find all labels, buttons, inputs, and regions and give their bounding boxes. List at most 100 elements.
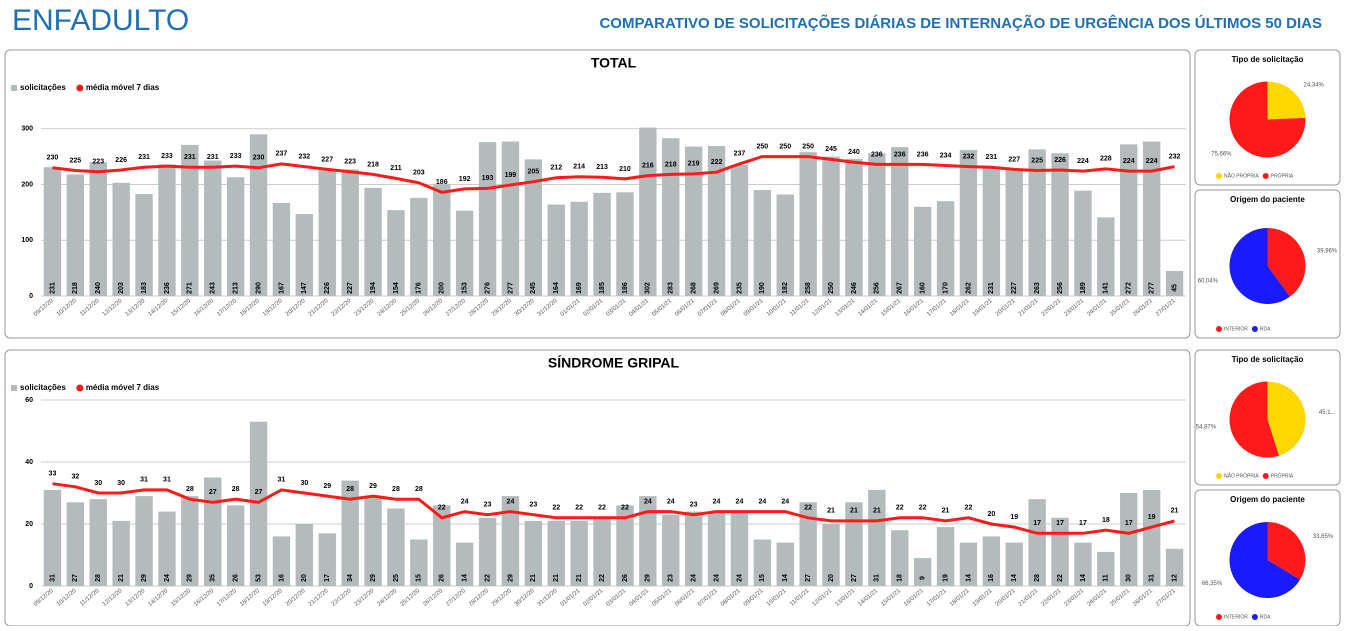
bar-value-label: 236 [164, 282, 171, 294]
line-value-label: 31 [163, 477, 171, 484]
bar [295, 214, 314, 296]
legend-swatch [1262, 173, 1269, 179]
bar-value-label: 160 [919, 282, 926, 294]
bar-value-label: 268 [690, 282, 697, 294]
line-value-label: 22 [919, 505, 927, 512]
line-value-label: 234 [940, 152, 952, 159]
line-value-label: 17 [1125, 520, 1133, 527]
bar [593, 192, 611, 296]
bar [89, 499, 107, 586]
bar [639, 127, 657, 296]
pie-value-label: 66,35% [1202, 581, 1223, 587]
bar [387, 210, 405, 296]
pie-title: Origem do paciente [1230, 495, 1305, 504]
line-value-label: 236 [917, 151, 929, 158]
line-value-label: 232 [963, 153, 975, 160]
line-value-label: 17 [1079, 520, 1087, 527]
line-value-label: 29 [369, 483, 377, 490]
legend-swatch [11, 385, 17, 391]
bar-value-label: 189 [1080, 282, 1087, 294]
line-value-label: 22 [552, 505, 560, 512]
legend-swatch [1216, 326, 1222, 332]
bar [776, 542, 794, 586]
bar-value-label: 26 [232, 574, 239, 582]
bar [135, 496, 153, 586]
bar [66, 502, 85, 586]
bar-value-label: 235 [736, 282, 743, 294]
bar-value-label: 186 [622, 282, 629, 294]
bar-value-label: 53 [255, 574, 262, 582]
line-value-label: 21 [873, 508, 881, 515]
line-value-label: 226 [1054, 157, 1066, 164]
line-value-label: 28 [392, 486, 400, 493]
bar-value-label: 231 [49, 282, 56, 294]
bar-value-label: 190 [759, 282, 766, 294]
bar-value-label: 302 [645, 282, 652, 294]
legend-label: PRÓPRIA [1271, 172, 1294, 179]
legend-swatch [1251, 614, 1258, 620]
bar [112, 520, 130, 586]
line-value-label: 21 [942, 508, 950, 515]
bar [570, 520, 588, 586]
line-value-label: 28 [232, 486, 240, 493]
bar [66, 174, 85, 296]
pie-slice [1267, 522, 1306, 580]
line-value-label: 236 [871, 151, 883, 158]
legend-swatch [76, 84, 84, 92]
pie-value-label: 33,65% [1313, 534, 1334, 540]
bar-value-label: 267 [897, 282, 904, 294]
bar-value-label: 185 [599, 282, 606, 294]
legend-swatch [1216, 473, 1222, 479]
bar-value-label: 11 [1103, 574, 1110, 582]
line-value-label: 227 [1008, 156, 1020, 163]
line-value-label: 24 [781, 498, 789, 505]
bar [524, 159, 543, 296]
bar-value-label: 15 [759, 574, 766, 582]
bar [891, 147, 909, 296]
bar [753, 190, 772, 296]
line-value-label: 18 [1102, 517, 1110, 524]
bar [822, 524, 840, 586]
line-value-label: 30 [94, 480, 102, 487]
pie-value-label: 60,04% [1198, 278, 1219, 284]
bar-value-label: 263 [1034, 282, 1041, 294]
line-value-label: 22 [804, 505, 812, 512]
bar [410, 197, 428, 296]
bar-value-label: 35 [210, 574, 217, 582]
bar [684, 511, 703, 586]
bar [204, 160, 222, 296]
legend-label: solicitações [20, 83, 66, 92]
line-value-label: 28 [186, 486, 194, 493]
bar-value-label: 19 [942, 574, 949, 582]
legend-label: NÃO PRÓPRIA [1224, 172, 1259, 179]
bar [135, 193, 153, 296]
line-value-label: 31 [278, 477, 286, 484]
bar [181, 144, 199, 296]
bar [433, 505, 451, 586]
bar-value-label: 176 [416, 282, 423, 294]
bar-value-label: 31 [49, 574, 56, 582]
bar [1028, 499, 1046, 586]
y-tick-label: 0 [29, 583, 33, 590]
line-value-label: 231 [986, 154, 998, 161]
line-value-label: 203 [413, 170, 425, 177]
bar-value-label: 21 [118, 574, 125, 582]
bar [845, 158, 863, 296]
bar-value-label: 27 [851, 574, 858, 582]
bar [936, 201, 955, 296]
line-value-label: 211 [390, 165, 401, 172]
line-value-label: 29 [323, 483, 331, 490]
bar-value-label: 27 [805, 574, 812, 582]
line-value-label: 210 [619, 166, 631, 173]
bar-value-label: 226 [324, 282, 331, 294]
bar [43, 489, 62, 586]
bar [1165, 270, 1184, 296]
chart-title: TOTAL [591, 55, 637, 71]
bar [1028, 149, 1046, 296]
bar-value-label: 30 [1126, 574, 1133, 582]
bar-value-label: 31 [874, 574, 881, 582]
bar [913, 206, 932, 296]
pie-slice [1229, 381, 1279, 458]
bar-value-label: 153 [461, 282, 468, 294]
pie-value-label: 54,87% [1196, 424, 1217, 430]
